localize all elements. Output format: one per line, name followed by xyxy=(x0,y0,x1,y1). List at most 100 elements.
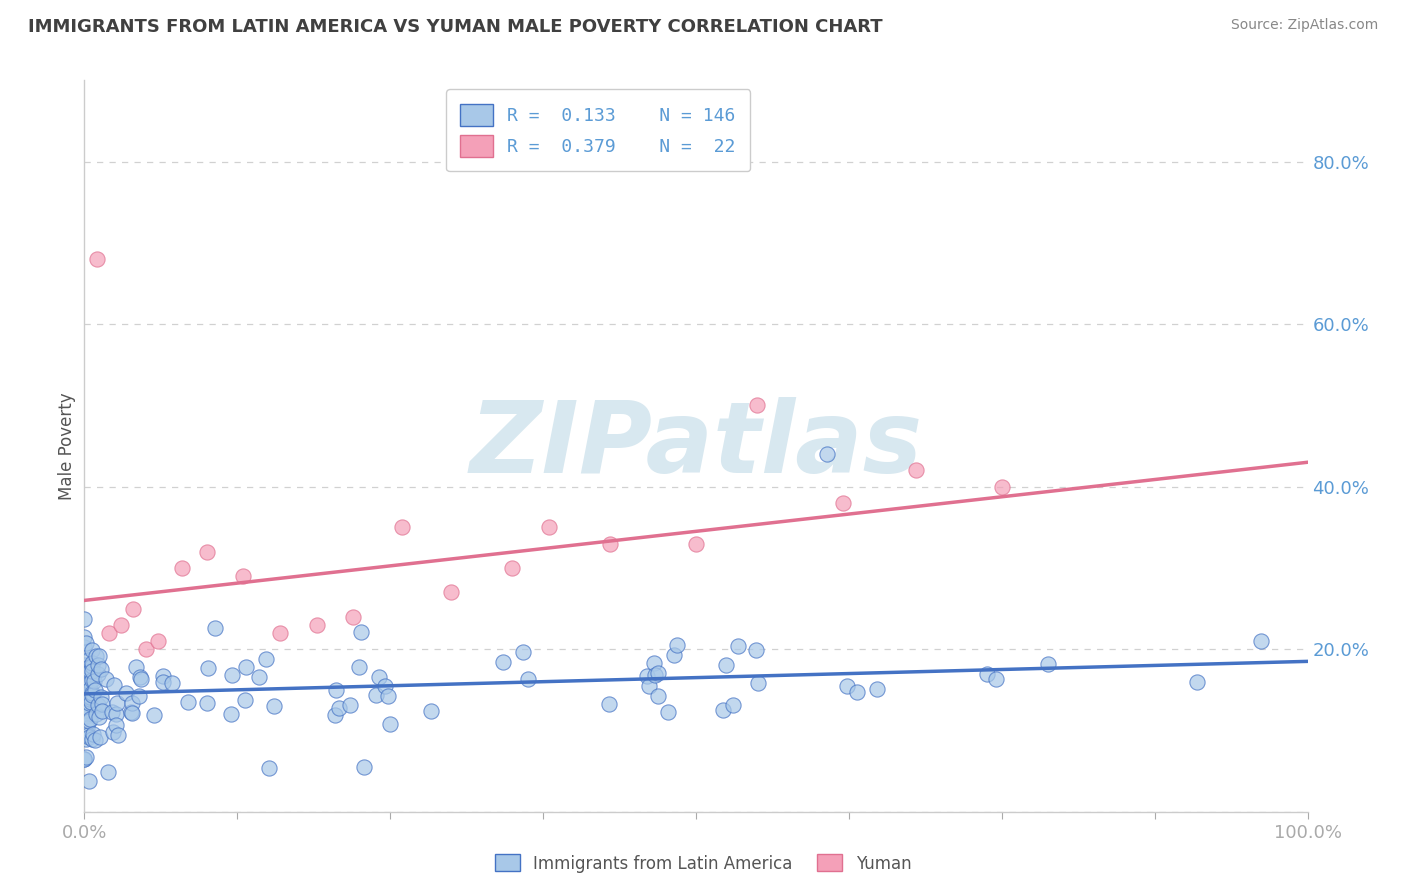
Point xyxy=(378,717,401,731)
Legend: R =  0.133    N = 146, R =  0.379    N =  22: R = 0.133 N = 146, R = 0.379 N = 22 xyxy=(446,89,751,171)
Point xyxy=(75,672,97,686)
Point xyxy=(152,668,174,682)
Point xyxy=(90,662,112,676)
Legend: Immigrants from Latin America, Yuman: Immigrants from Latin America, Yuman xyxy=(488,847,918,880)
Point xyxy=(107,728,129,742)
Point xyxy=(73,709,96,723)
Point xyxy=(87,658,110,673)
Point xyxy=(75,732,97,747)
Point xyxy=(846,684,869,698)
Point xyxy=(325,683,347,698)
Point xyxy=(366,688,388,702)
Point xyxy=(976,666,998,681)
Point xyxy=(598,697,620,711)
Point xyxy=(197,661,219,675)
Point xyxy=(86,706,108,721)
Point xyxy=(79,730,101,744)
Point xyxy=(714,657,737,672)
Point xyxy=(73,669,96,683)
Point xyxy=(101,725,124,739)
Point xyxy=(77,672,100,686)
Point xyxy=(80,659,103,673)
Point xyxy=(84,732,107,747)
Point xyxy=(146,634,169,648)
Point xyxy=(82,727,104,741)
Point xyxy=(420,705,443,719)
Point xyxy=(747,675,769,690)
Point xyxy=(323,708,346,723)
Point xyxy=(263,698,285,713)
Point xyxy=(84,682,107,697)
Point xyxy=(347,660,370,674)
Point xyxy=(82,642,104,657)
Point xyxy=(269,626,291,640)
Point xyxy=(233,693,256,707)
Point xyxy=(76,687,98,701)
Point xyxy=(97,626,120,640)
Point xyxy=(75,683,97,698)
Point xyxy=(831,496,853,510)
Point xyxy=(73,674,96,689)
Point xyxy=(647,666,669,681)
Point xyxy=(662,648,685,662)
Point xyxy=(129,672,152,686)
Text: IMMIGRANTS FROM LATIN AMERICA VS YUMAN MALE POVERTY CORRELATION CHART: IMMIGRANTS FROM LATIN AMERICA VS YUMAN M… xyxy=(28,18,883,36)
Point xyxy=(727,639,749,653)
Point xyxy=(1185,674,1208,689)
Point xyxy=(984,672,1007,686)
Point xyxy=(82,689,104,703)
Point xyxy=(101,705,124,719)
Point xyxy=(110,617,132,632)
Point xyxy=(160,675,183,690)
Point xyxy=(77,688,100,702)
Point xyxy=(342,609,364,624)
Point xyxy=(84,648,107,663)
Point xyxy=(128,689,150,703)
Point xyxy=(636,669,658,683)
Point xyxy=(747,398,769,412)
Point xyxy=(75,703,97,717)
Point xyxy=(90,697,112,711)
Point xyxy=(76,728,98,742)
Point xyxy=(97,764,120,779)
Point xyxy=(96,673,118,687)
Point xyxy=(80,732,103,747)
Point xyxy=(517,673,540,687)
Point xyxy=(80,673,103,687)
Point xyxy=(87,649,110,664)
Point xyxy=(492,655,515,669)
Point xyxy=(86,252,108,266)
Point xyxy=(177,696,200,710)
Point xyxy=(91,704,114,718)
Point xyxy=(73,685,96,699)
Point xyxy=(73,685,96,699)
Point xyxy=(73,752,96,766)
Point xyxy=(115,686,138,700)
Point xyxy=(440,585,463,599)
Point xyxy=(143,708,166,723)
Point xyxy=(73,612,96,626)
Point xyxy=(83,674,105,689)
Point xyxy=(235,660,257,674)
Point xyxy=(685,536,707,550)
Point xyxy=(247,670,270,684)
Point xyxy=(73,631,96,645)
Point xyxy=(121,705,143,719)
Point xyxy=(391,520,413,534)
Point xyxy=(305,617,328,632)
Point xyxy=(121,696,143,710)
Point xyxy=(991,480,1014,494)
Point xyxy=(254,652,277,666)
Point xyxy=(638,679,661,693)
Point xyxy=(125,659,148,673)
Point xyxy=(105,696,128,710)
Point xyxy=(350,625,373,640)
Point xyxy=(647,690,669,704)
Point xyxy=(221,667,243,681)
Point xyxy=(77,660,100,674)
Point xyxy=(745,643,768,657)
Point xyxy=(104,706,127,721)
Point xyxy=(657,705,679,719)
Point xyxy=(905,463,928,477)
Point xyxy=(1250,633,1272,648)
